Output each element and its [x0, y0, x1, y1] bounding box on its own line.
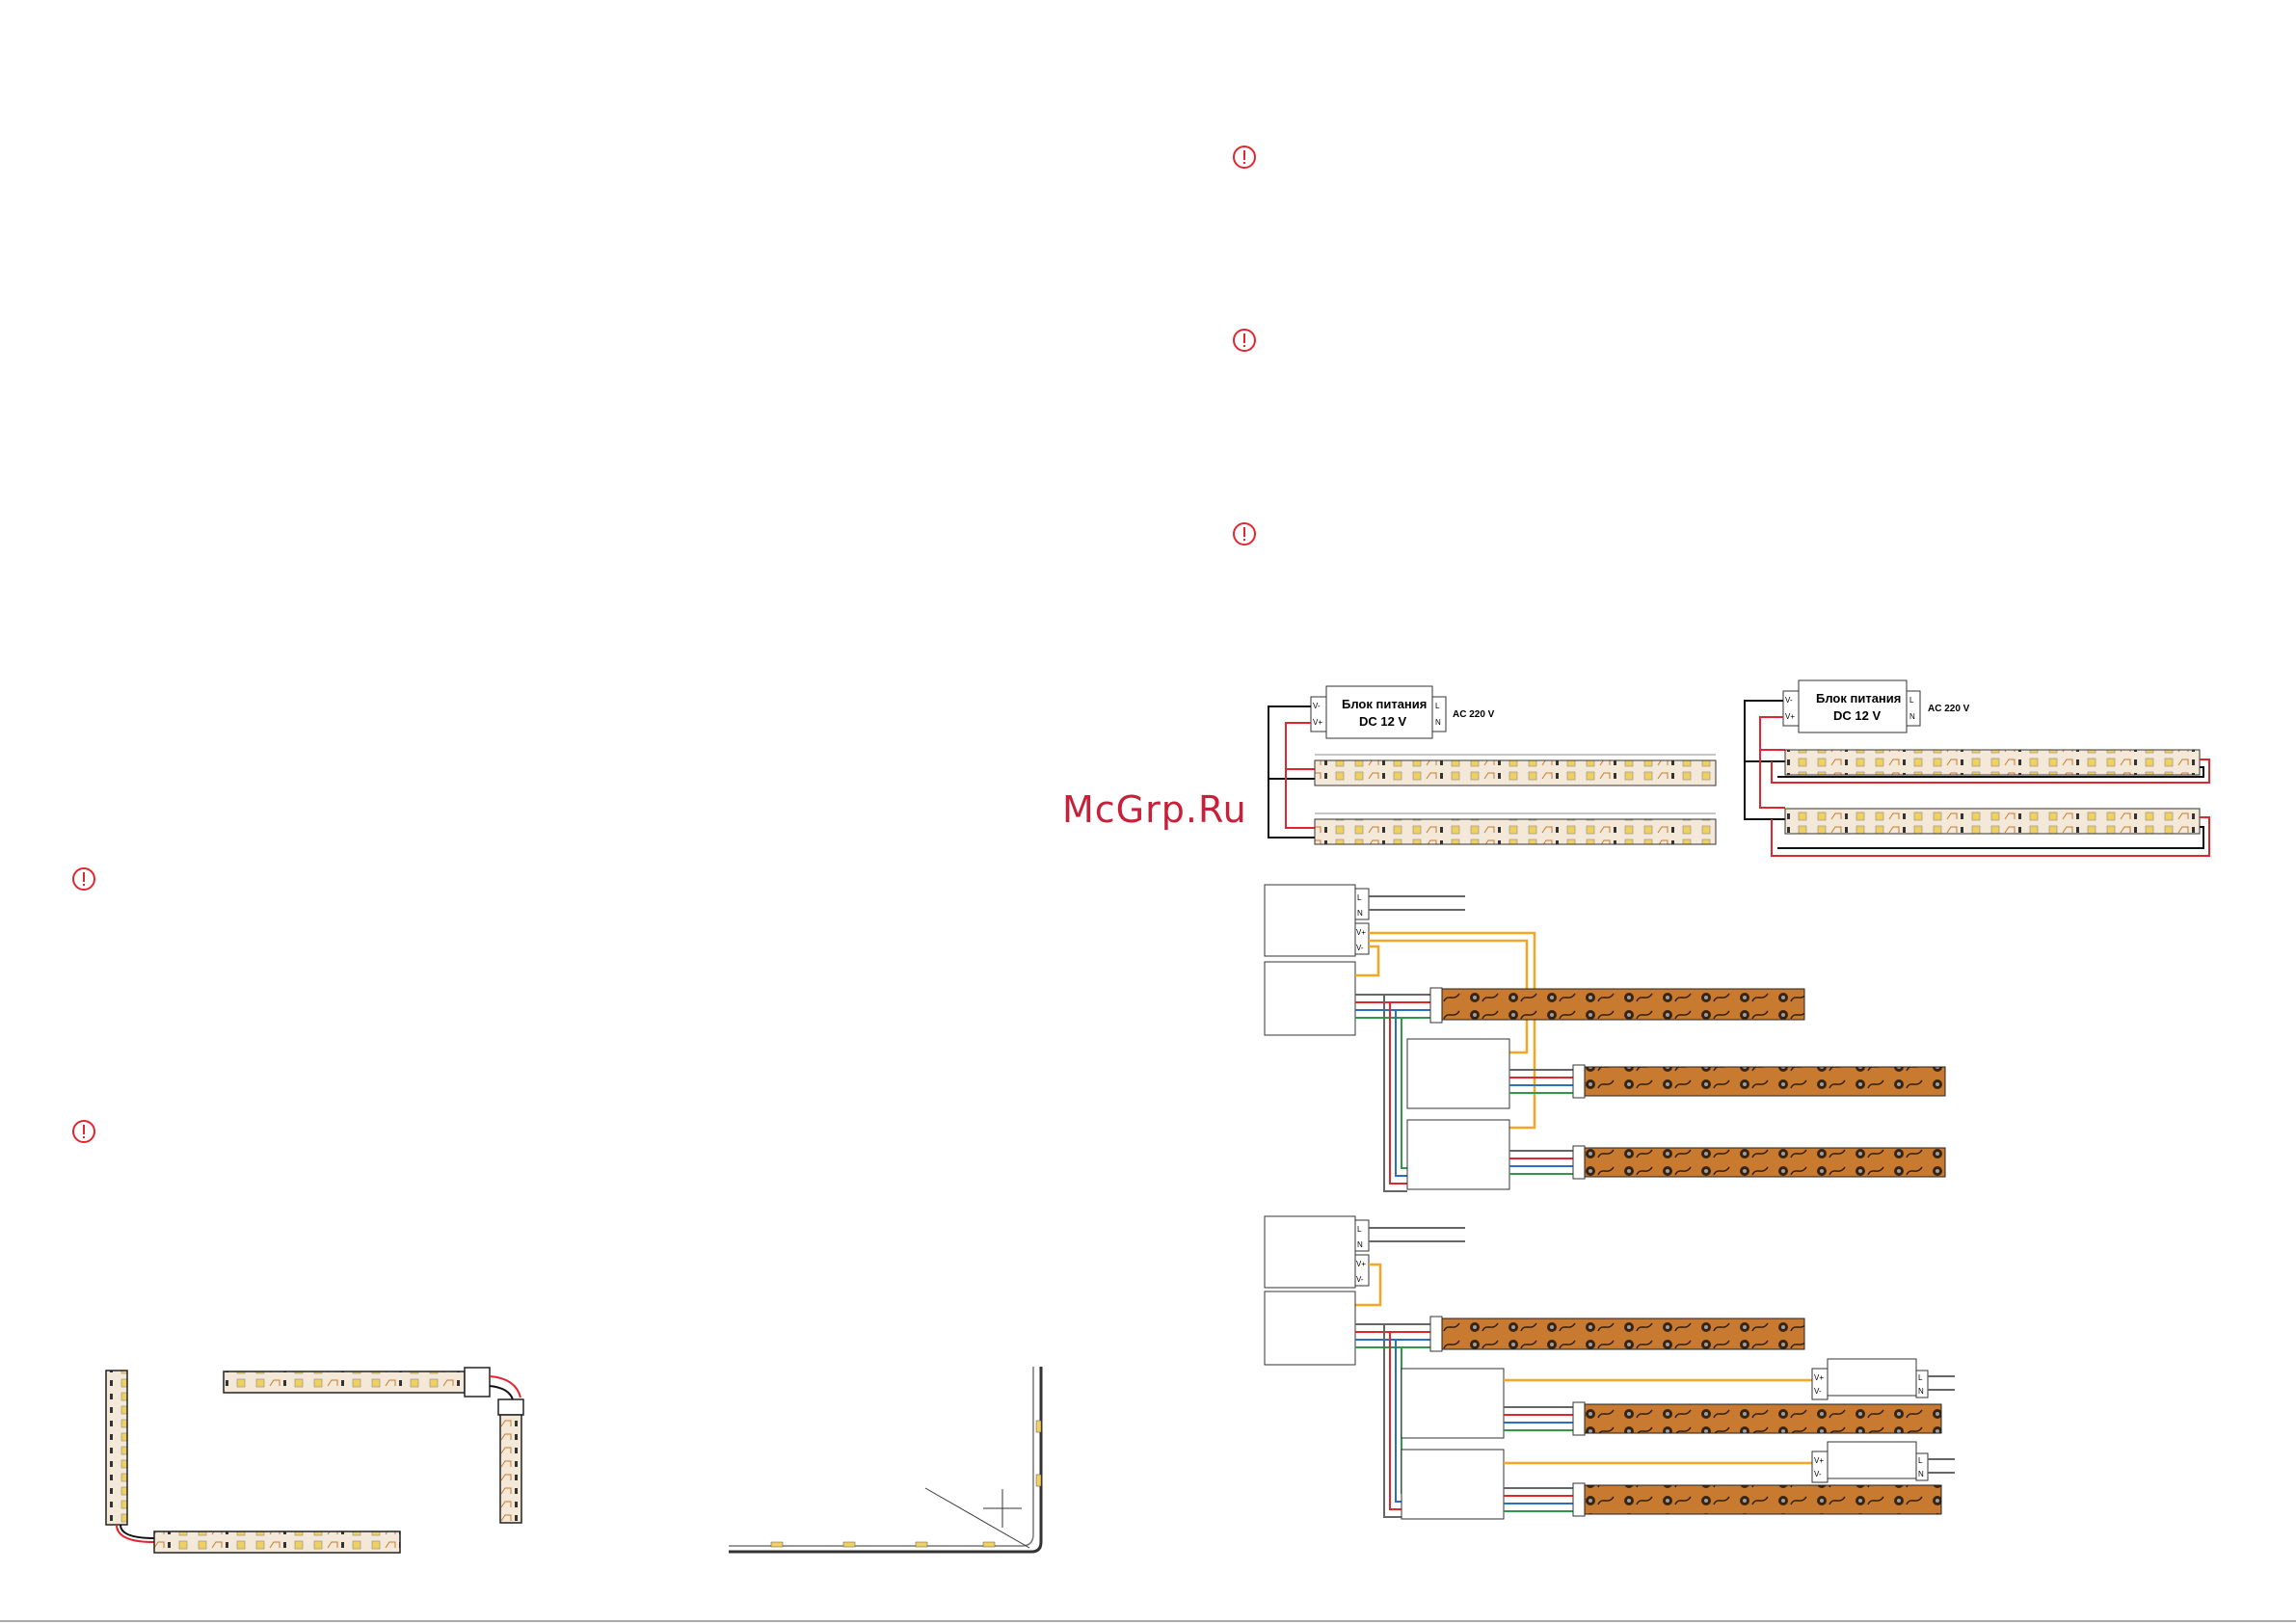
svg-text:N: N [1357, 1240, 1363, 1249]
svg-text:DC 12 V: DC 12 V [1359, 714, 1406, 729]
diagram-rgb-amplifiers: L N V+ V- [1264, 884, 1946, 1192]
svg-text:V+: V+ [1814, 1456, 1824, 1465]
svg-text:V+: V+ [1785, 712, 1795, 721]
svg-text:L: L [1357, 893, 1362, 902]
svg-text:N: N [1435, 718, 1441, 727]
svg-text:DC 12 V: DC 12 V [1833, 708, 1881, 723]
corner-mount-illustration [729, 1367, 1043, 1554]
svg-text:L: L [1435, 702, 1440, 710]
svg-text:V-: V- [1814, 1387, 1822, 1396]
svg-text:N: N [1357, 909, 1363, 918]
warning-icon [71, 866, 96, 892]
svg-text:V-: V- [1785, 696, 1793, 705]
svg-text:V-: V- [1814, 1470, 1822, 1478]
warning-icon [1232, 521, 1257, 546]
warning-icon [71, 1119, 96, 1144]
svg-text:N: N [1918, 1470, 1924, 1478]
svg-text:Блок питания: Блок питания [1816, 691, 1901, 706]
svg-text:N: N [1918, 1387, 1924, 1396]
bent-strip-illustration [105, 1367, 524, 1554]
svg-text:N: N [1909, 712, 1915, 721]
diagram-parallel-connection: V- V+ Блок питания DC 12 V L N AC 220 V [1268, 685, 1717, 845]
svg-text:Блок питания: Блок питания [1342, 697, 1427, 711]
svg-text:AC 220 V: AC 220 V [1928, 704, 1970, 714]
watermark: McGrp.Ru [1062, 788, 1247, 831]
svg-text:V+: V+ [1814, 1373, 1824, 1382]
svg-text:V+: V+ [1356, 928, 1366, 937]
svg-text:V+: V+ [1313, 718, 1322, 727]
svg-text:V-: V- [1356, 944, 1364, 952]
svg-text:L: L [1918, 1456, 1923, 1465]
svg-text:L: L [1357, 1225, 1362, 1234]
diagram-rgb-separate-power: L N V+ V- V+ V- L N [1264, 1215, 1955, 1520]
warning-icon [1232, 328, 1257, 353]
svg-text:L: L [1918, 1373, 1923, 1382]
svg-text:V-: V- [1313, 702, 1321, 710]
diagram-loop-connection: V- V+ Блок питания DC 12 V L N AC 220 V [1744, 679, 2210, 857]
warning-icon [1232, 145, 1257, 170]
svg-text:V-: V- [1356, 1275, 1364, 1284]
svg-text:AC 220 V: AC 220 V [1453, 709, 1495, 720]
svg-text:V+: V+ [1356, 1260, 1366, 1268]
svg-text:L: L [1909, 696, 1914, 705]
